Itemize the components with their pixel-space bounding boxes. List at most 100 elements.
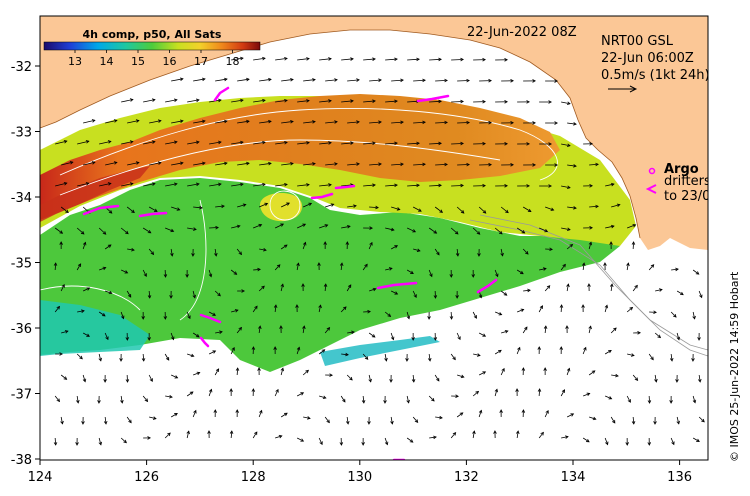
velocity-arrow-head bbox=[615, 373, 619, 378]
velocity-arrow-head bbox=[135, 161, 140, 165]
velocity-arrow bbox=[435, 416, 443, 419]
velocity-arrow bbox=[280, 244, 288, 250]
velocity-arrow bbox=[391, 163, 404, 166]
velocity-arrow-head bbox=[186, 430, 190, 435]
velocity-arrow-head bbox=[246, 77, 250, 82]
velocity-arrow-head bbox=[258, 325, 262, 330]
velocity-arrow-head bbox=[554, 79, 558, 83]
velocity-arrow bbox=[55, 182, 67, 187]
drifters-to-label: to 23/06 12Z bbox=[664, 189, 708, 204]
velocity-arrow bbox=[105, 162, 117, 166]
velocity-arrow bbox=[318, 305, 321, 313]
velocity-arrow bbox=[83, 119, 95, 124]
velocity-arrow-head bbox=[141, 316, 145, 320]
lon-tick-label: 126 bbox=[134, 470, 159, 485]
velocity-arrow-head bbox=[259, 409, 263, 414]
velocity-arrow bbox=[236, 367, 239, 376]
velocity-arrow-head bbox=[308, 202, 313, 206]
velocity-arrow bbox=[544, 325, 547, 334]
velocity-arrow-head bbox=[124, 270, 129, 274]
velocity-arrow bbox=[281, 121, 294, 124]
velocity-arrow bbox=[654, 374, 657, 382]
velocity-arrow bbox=[302, 370, 309, 376]
velocity-arrow-head bbox=[422, 78, 426, 83]
velocity-arrow-head bbox=[482, 57, 486, 62]
velocity-arrow bbox=[319, 395, 326, 399]
velocity-arrow bbox=[478, 332, 486, 337]
velocity-arrow bbox=[412, 374, 415, 383]
velocity-arrow bbox=[164, 432, 171, 439]
velocity-arrow bbox=[545, 206, 554, 211]
velocity-arrow-head bbox=[350, 141, 354, 145]
velocity-arrow bbox=[170, 374, 178, 379]
velocity-arrow bbox=[258, 326, 261, 334]
velocity-arrow-head bbox=[231, 346, 235, 351]
velocity-arrow-head bbox=[283, 244, 288, 248]
velocity-arrow bbox=[319, 224, 328, 229]
velocity-arrow bbox=[610, 327, 617, 334]
velocity-arrow-head bbox=[383, 400, 387, 404]
velocity-arrow-head bbox=[367, 421, 371, 425]
velocity-arrow-head bbox=[195, 140, 200, 145]
velocity-arrow-head bbox=[510, 79, 514, 83]
velocity-arrow-head bbox=[201, 119, 206, 124]
velocity-arrow-head bbox=[369, 241, 373, 246]
velocity-arrow-head bbox=[433, 230, 438, 234]
velocity-arrow-head bbox=[588, 241, 593, 246]
velocity-arrow bbox=[99, 267, 106, 271]
lat-tick-label: -32 bbox=[11, 60, 32, 75]
velocity-arrow bbox=[281, 163, 294, 166]
velocity-arrow-head bbox=[191, 253, 195, 257]
velocity-arrow-head bbox=[559, 304, 564, 308]
velocity-arrow bbox=[391, 206, 400, 210]
velocity-arrow-head bbox=[482, 183, 486, 188]
velocity-arrow-head bbox=[221, 204, 225, 209]
velocity-arrow-head bbox=[573, 206, 577, 210]
velocity-arrow-head bbox=[179, 119, 184, 124]
velocity-arrow bbox=[61, 330, 69, 334]
velocity-arrow-head bbox=[566, 367, 571, 372]
velocity-arrow-head bbox=[185, 274, 189, 278]
velocity-arrow bbox=[456, 332, 461, 340]
velocity-arrow-head bbox=[339, 262, 344, 266]
velocity-arrow-head bbox=[229, 430, 234, 434]
velocity-arrow-head bbox=[264, 202, 269, 207]
velocity-arrow bbox=[626, 395, 631, 403]
velocity-arrow-head bbox=[261, 285, 265, 290]
velocity-arrow bbox=[347, 121, 360, 124]
velocity-arrow-head bbox=[98, 441, 103, 446]
velocity-arrow bbox=[303, 121, 316, 124]
velocity-arrow-head bbox=[592, 416, 597, 421]
velocity-arrow bbox=[500, 368, 505, 376]
velocity-arrow bbox=[385, 184, 398, 187]
velocity-arrow bbox=[567, 122, 577, 125]
velocity-arrow bbox=[149, 120, 161, 124]
velocity-arrow-head bbox=[482, 333, 487, 337]
velocity-arrow-head bbox=[312, 120, 316, 124]
velocity-arrow bbox=[237, 204, 246, 208]
velocity-arrow-head bbox=[696, 438, 700, 442]
velocity-arrow-head bbox=[169, 394, 173, 399]
velocity-arrow-head bbox=[452, 356, 456, 361]
velocity-arrow bbox=[692, 395, 696, 403]
velocity-arrow bbox=[567, 206, 577, 209]
velocity-arrow bbox=[319, 142, 332, 145]
velocity-arrow bbox=[302, 326, 305, 334]
velocity-arrow bbox=[391, 79, 404, 82]
lat-tick-label: -34 bbox=[11, 191, 32, 206]
velocity-arrow-head bbox=[212, 312, 217, 316]
velocity-arrow-head bbox=[414, 419, 419, 423]
velocity-arrow-head bbox=[413, 294, 417, 299]
velocity-arrow-head bbox=[471, 274, 475, 278]
velocity-arrow bbox=[472, 431, 475, 439]
velocity-arrow bbox=[582, 437, 590, 443]
velocity-arrow bbox=[281, 79, 294, 82]
velocity-arrow-head bbox=[460, 183, 464, 188]
velocity-arrow-head bbox=[86, 333, 90, 337]
velocity-arrow bbox=[676, 290, 684, 296]
velocity-arrow bbox=[76, 353, 83, 360]
velocity-arrow-head bbox=[262, 98, 266, 103]
velocity-arrow bbox=[120, 269, 128, 274]
velocity-arrow bbox=[626, 307, 633, 313]
y-axis: -32 -33 -34 -35 -36 -37 -38 bbox=[11, 60, 40, 468]
